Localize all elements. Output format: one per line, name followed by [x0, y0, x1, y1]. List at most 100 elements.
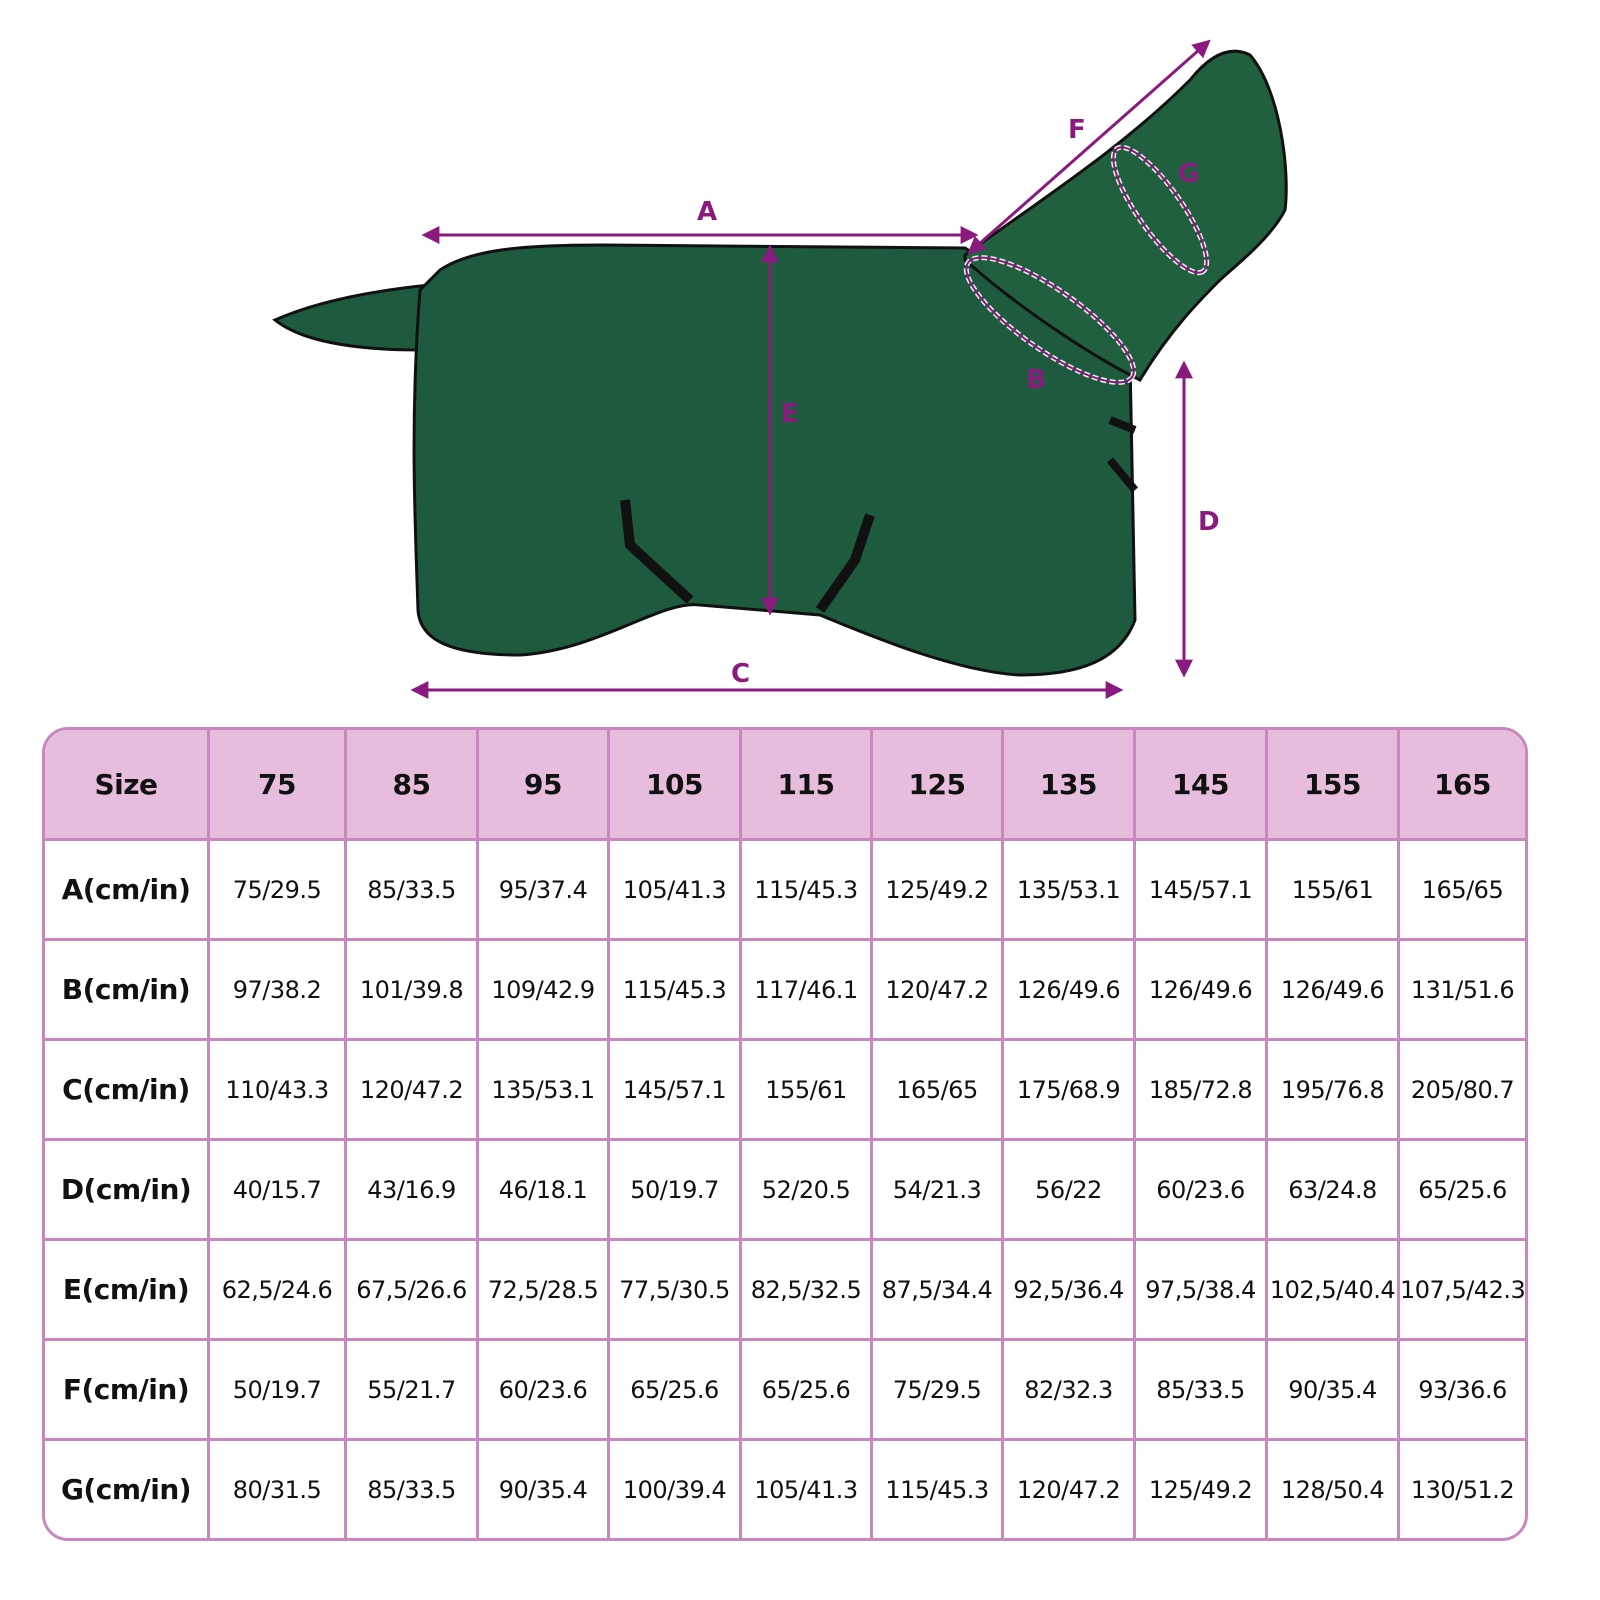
size-column-header: 85 [347, 730, 479, 841]
table-cell: 135/53.1 [1004, 841, 1136, 941]
table-cell: 109/42.9 [479, 941, 610, 1041]
label-d: D [1198, 507, 1220, 537]
table-cell: 75/29.5 [210, 841, 347, 941]
table-cell: 90/35.4 [479, 1441, 610, 1538]
table-cell: 155/61 [742, 1041, 873, 1141]
table-cell: 92,5/36.4 [1004, 1241, 1136, 1341]
size-column-header: 145 [1136, 730, 1268, 841]
table-cell: 80/31.5 [210, 1441, 347, 1538]
label-a: A [697, 197, 717, 227]
table-cell: 60/23.6 [1136, 1141, 1268, 1241]
chest-strap-icon [1106, 416, 1139, 493]
table-cell: 77,5/30.5 [610, 1241, 742, 1341]
label-g: G [1178, 159, 1199, 189]
table-cell: 52/20.5 [742, 1141, 873, 1241]
table-cell: 82,5/32.5 [742, 1241, 873, 1341]
table-cell: 50/19.7 [210, 1341, 347, 1441]
row-label: D(cm/in) [45, 1141, 210, 1241]
row-label: G(cm/in) [45, 1441, 210, 1538]
size-column-header: 115 [742, 730, 873, 841]
table-cell: 107,5/42.3 [1400, 1241, 1525, 1341]
size-header: Size [45, 730, 210, 841]
table-cell: 95/37.4 [479, 841, 610, 941]
label-c: C [731, 659, 750, 689]
table-cell: 155/61 [1268, 841, 1400, 941]
table-cell: 50/19.7 [610, 1141, 742, 1241]
row-label: B(cm/in) [45, 941, 210, 1041]
header-row: Size 75 85 95 105 115 125 135 145 155 165 [45, 730, 1525, 841]
row-label: F(cm/in) [45, 1341, 210, 1441]
size-column-header: 165 [1400, 730, 1525, 841]
table-cell: 115/45.3 [610, 941, 742, 1041]
table-cell: 65/25.6 [1400, 1141, 1525, 1241]
table-cell: 120/47.2 [873, 941, 1004, 1041]
table-cell: 115/45.3 [742, 841, 873, 941]
table-cell: 175/68.9 [1004, 1041, 1136, 1141]
table-cell: 90/35.4 [1268, 1341, 1400, 1441]
table-cell: 205/80.7 [1400, 1041, 1525, 1141]
table-cell: 46/18.1 [479, 1141, 610, 1241]
table-row: D(cm/in) 40/15.7 43/16.9 46/18.1 50/19.7 52/2… [45, 1141, 1525, 1241]
label-e: E [781, 399, 799, 429]
table-cell: 97,5/38.4 [1136, 1241, 1268, 1341]
table-cell: 82/32.3 [1004, 1341, 1136, 1441]
size-column-header: 75 [210, 730, 347, 841]
table-row: F(cm/in) 50/19.7 55/21.7 60/23.6 65/25.6 65/2… [45, 1341, 1525, 1441]
table-cell: 43/16.9 [347, 1141, 479, 1241]
table-row: A(cm/in) 75/29.5 85/33.5 95/37.4 105/41.3 115… [45, 841, 1525, 941]
table-cell: 85/33.5 [1136, 1341, 1268, 1441]
table-cell: 72,5/28.5 [479, 1241, 610, 1341]
size-column-header: 125 [873, 730, 1004, 841]
table-cell: 105/41.3 [742, 1441, 873, 1538]
belly-strap-icon [815, 513, 875, 613]
row-label: C(cm/in) [45, 1041, 210, 1141]
table-cell: 65/25.6 [610, 1341, 742, 1441]
table-cell: 100/39.4 [610, 1441, 742, 1538]
size-column-header: 95 [479, 730, 610, 841]
table-cell: 117/46.1 [742, 941, 873, 1041]
measure-b-loop-inner [965, 256, 1135, 384]
table-row: G(cm/in) 80/31.5 85/33.5 90/35.4 100/39.4 105… [45, 1441, 1525, 1538]
table-cell: 67,5/26.6 [347, 1241, 479, 1341]
table-cell: 60/23.6 [479, 1341, 610, 1441]
table-cell: 55/21.7 [347, 1341, 479, 1441]
table-cell: 145/57.1 [610, 1041, 742, 1141]
table-cell: 75/29.5 [873, 1341, 1004, 1441]
table-cell: 126/49.6 [1004, 941, 1136, 1041]
table-cell: 102,5/40.4 [1268, 1241, 1400, 1341]
table-cell: 40/15.7 [210, 1141, 347, 1241]
size-column-header: 105 [610, 730, 742, 841]
table-cell: 110/43.3 [210, 1041, 347, 1141]
table-cell: 56/22 [1004, 1141, 1136, 1241]
label-f: F [1068, 115, 1086, 145]
table-cell: 120/47.2 [347, 1041, 479, 1141]
table-cell: 165/65 [1400, 841, 1525, 941]
table-cell: 135/53.1 [479, 1041, 610, 1141]
table-cell: 125/49.2 [1136, 1441, 1268, 1538]
size-chart-table: Size 75 85 95 105 115 125 135 145 155 165 A(cm/in)… [42, 727, 1528, 1541]
table-cell: 128/50.4 [1268, 1441, 1400, 1538]
table-cell: 65/25.6 [742, 1341, 873, 1441]
table-cell: 54/21.3 [873, 1141, 1004, 1241]
table-row: B(cm/in) 97/38.2 101/39.8 109/42.9 115/45.3 1… [45, 941, 1525, 1041]
table-cell: 131/51.6 [1400, 941, 1525, 1041]
table-cell: 93/36.6 [1400, 1341, 1525, 1441]
table-cell: 125/49.2 [873, 841, 1004, 941]
table-cell: 87,5/34.4 [873, 1241, 1004, 1341]
table-cell: 130/51.2 [1410, 1475, 1515, 1504]
row-label: E(cm/in) [45, 1241, 210, 1341]
table-cell: 126/49.6 [1136, 941, 1268, 1041]
belly-strap-icon [620, 499, 694, 604]
table-cell: 105/41.3 [610, 841, 742, 941]
table-cell: 195/76.8 [1268, 1041, 1400, 1141]
table-cell: 62,5/24.6 [210, 1241, 347, 1341]
table-cell: 120/47.2 [1004, 1441, 1136, 1538]
table-cell: 126/49.6 [1268, 941, 1400, 1041]
table-cell: 185/72.8 [1136, 1041, 1268, 1141]
table-cell: 101/39.8 [347, 941, 479, 1041]
label-b: B [1026, 365, 1046, 395]
table-cell: 165/65 [873, 1041, 1004, 1141]
table-row: E(cm/in) 62,5/24.6 67,5/26.6 72,5/28.5 77,5/… [45, 1241, 1525, 1341]
table-row: C(cm/in) 110/43.3 120/47.2 135/53.1 145/57.1… [45, 1041, 1525, 1141]
table-cell: 97/38.2 [210, 941, 347, 1041]
